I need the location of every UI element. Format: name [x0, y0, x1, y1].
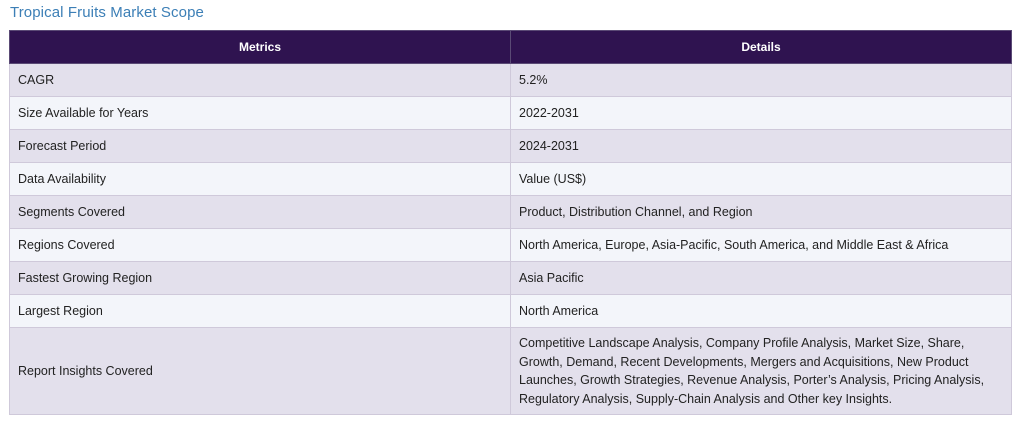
header-details: Details	[510, 30, 1012, 64]
market-scope-table: Metrics Details CAGR 5.2% Size Available…	[9, 30, 1012, 415]
page-title: Tropical Fruits Market Scope	[10, 4, 204, 21]
detail-cell: Competitive Landscape Analysis, Company …	[510, 327, 1012, 415]
table-row: Segments Covered Product, Distribution C…	[9, 195, 1012, 229]
detail-cell: Product, Distribution Channel, and Regio…	[510, 195, 1012, 229]
metric-cell: Data Availability	[9, 162, 511, 196]
metric-cell: Regions Covered	[9, 228, 511, 262]
table-row: Regions Covered North America, Europe, A…	[9, 228, 1012, 262]
detail-cell: 5.2%	[510, 63, 1012, 97]
table-header: Metrics Details	[9, 30, 1012, 64]
metric-cell: Fastest Growing Region	[9, 261, 511, 295]
table-row: Fastest Growing Region Asia Pacific	[9, 261, 1012, 295]
detail-cell: 2022-2031	[510, 96, 1012, 130]
metric-cell: CAGR	[9, 63, 511, 97]
table-row: Size Available for Years 2022-2031	[9, 96, 1012, 130]
table-row: Largest Region North America	[9, 294, 1012, 328]
table-row: CAGR 5.2%	[9, 63, 1012, 97]
metric-cell: Forecast Period	[9, 129, 511, 163]
detail-cell: North America	[510, 294, 1012, 328]
metric-cell: Largest Region	[9, 294, 511, 328]
detail-cell: Value (US$)	[510, 162, 1012, 196]
table-row: Report Insights Covered Competitive Land…	[9, 327, 1012, 415]
table-row: Data Availability Value (US$)	[9, 162, 1012, 196]
table-row: Forecast Period 2024-2031	[9, 129, 1012, 163]
table-body: CAGR 5.2% Size Available for Years 2022-…	[9, 63, 1012, 415]
header-row: Metrics Details	[9, 30, 1012, 64]
metric-cell: Report Insights Covered	[9, 327, 511, 415]
detail-cell: 2024-2031	[510, 129, 1012, 163]
metric-cell: Size Available for Years	[9, 96, 511, 130]
detail-cell: Asia Pacific	[510, 261, 1012, 295]
header-metrics: Metrics	[9, 30, 511, 64]
detail-cell: North America, Europe, Asia-Pacific, Sou…	[510, 228, 1012, 262]
metric-cell: Segments Covered	[9, 195, 511, 229]
